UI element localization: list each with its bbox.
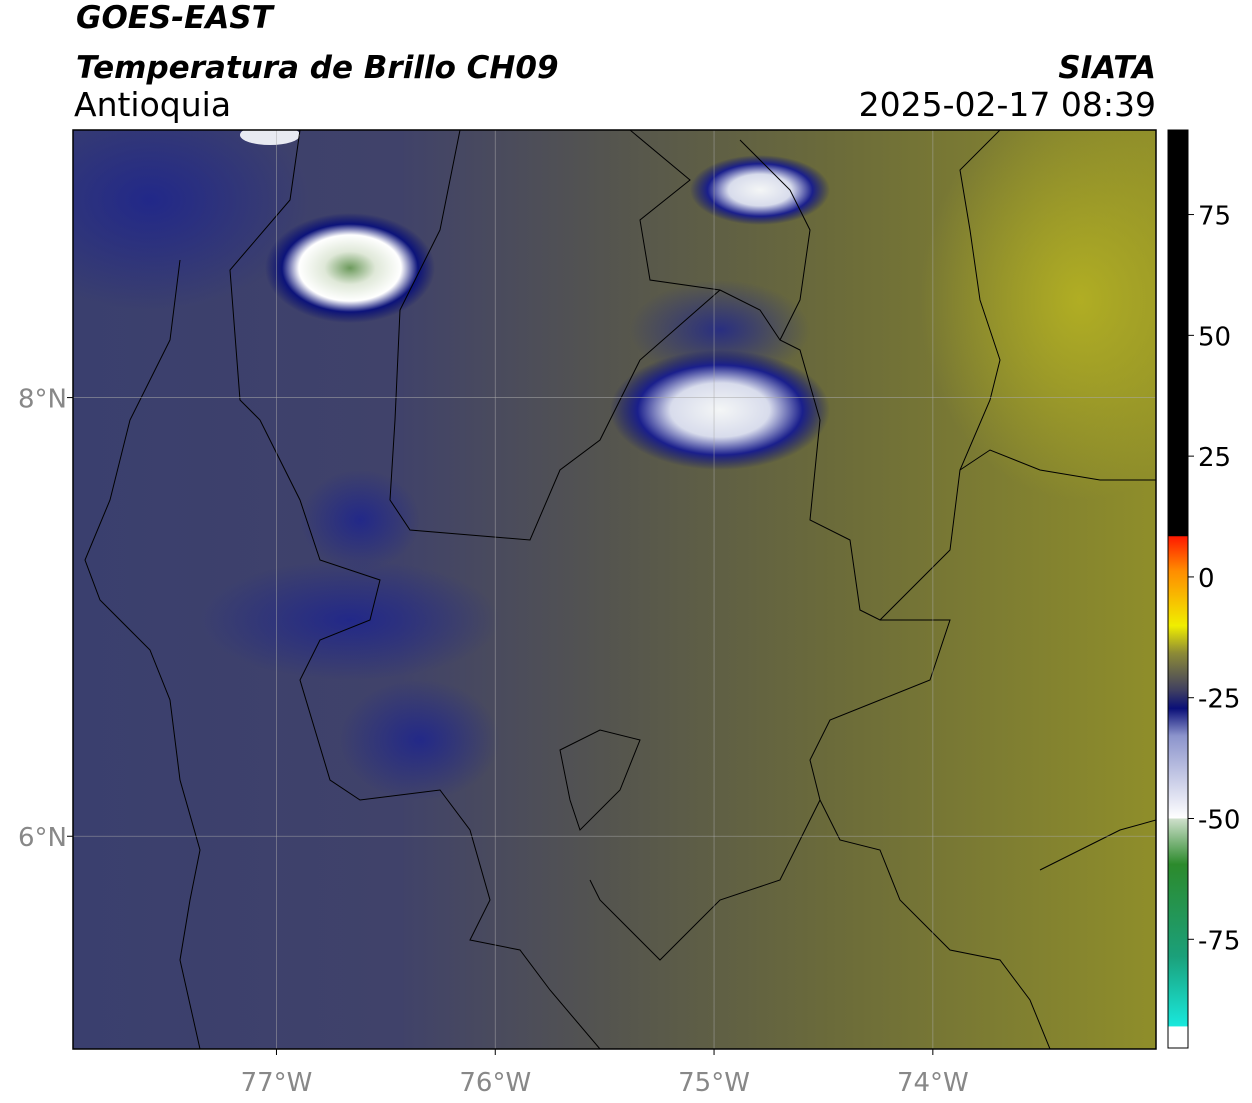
colorbar-tick-label: -75: [1198, 926, 1240, 956]
grid: [67, 130, 1156, 1055]
timestamp: 2025-02-17 08:39: [859, 85, 1156, 124]
colorbar-ticks: 75 50 25 0 -25 -50 -75: [1188, 202, 1240, 956]
region: Antioquia: [74, 85, 231, 124]
x-tick-label: 76°W: [459, 1068, 531, 1098]
colorbar: [1167, 129, 1189, 1049]
cold-area: [340, 680, 500, 800]
colorbar-tick-label: 50: [1198, 322, 1231, 352]
border: [229, 130, 601, 1049]
cloud-top: [240, 130, 300, 145]
source: SIATA: [1058, 50, 1156, 86]
cold-area: [200, 560, 500, 680]
map-field: [73, 130, 1156, 1049]
colorbar-tick-label: -25: [1198, 685, 1240, 715]
colorbar-tick-label: 25: [1198, 443, 1231, 473]
border: [389, 130, 1001, 621]
colorbar-tick-label: -50: [1198, 806, 1240, 836]
cold-area: [630, 280, 810, 380]
colorbar-tick-label: 75: [1198, 202, 1231, 232]
warm-area: [920, 130, 1156, 500]
border: [629, 130, 721, 291]
border: [559, 729, 641, 831]
cold-area: [73, 130, 310, 310]
subtitle: Temperatura de Brillo CH09: [76, 50, 559, 86]
y-tick-label: 6°N: [18, 823, 67, 853]
border: [739, 139, 811, 341]
border: [1039, 819, 1156, 871]
border: [84, 259, 201, 1049]
border: [809, 619, 1051, 1049]
cloud-top: [265, 213, 435, 323]
cloud-top: [610, 350, 830, 470]
x-tick-label: 75°W: [678, 1068, 750, 1098]
title: GOES-EAST: [76, 0, 276, 36]
colorbar-tick-label: 0: [1198, 564, 1215, 594]
cloud-top: [690, 155, 830, 225]
border: [589, 799, 821, 961]
map-frame: [72, 129, 1157, 1050]
x-tick-label: 77°W: [241, 1068, 313, 1098]
border: [959, 449, 1156, 481]
y-tick-label: 8°N: [18, 385, 67, 415]
x-tick-label: 74°W: [897, 1068, 969, 1098]
